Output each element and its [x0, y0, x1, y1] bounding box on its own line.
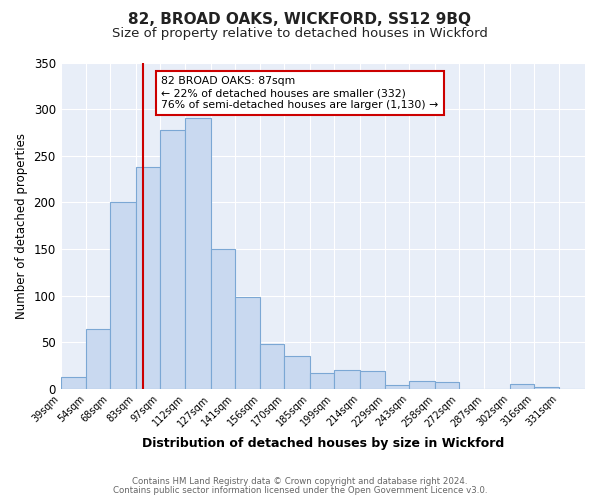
Bar [235, 298, 260, 389]
Bar [185, 118, 211, 389]
Bar [160, 130, 185, 389]
Text: 82, BROAD OAKS, WICKFORD, SS12 9BQ: 82, BROAD OAKS, WICKFORD, SS12 9BQ [128, 12, 472, 28]
Bar [310, 373, 334, 389]
Y-axis label: Number of detached properties: Number of detached properties [15, 132, 28, 318]
Bar [284, 356, 310, 389]
Text: Contains public sector information licensed under the Open Government Licence v3: Contains public sector information licen… [113, 486, 487, 495]
Bar [409, 382, 435, 389]
Bar [110, 202, 136, 389]
Bar [359, 371, 385, 389]
Text: Size of property relative to detached houses in Wickford: Size of property relative to detached ho… [112, 28, 488, 40]
X-axis label: Distribution of detached houses by size in Wickford: Distribution of detached houses by size … [142, 437, 504, 450]
Bar [86, 329, 110, 389]
Bar [385, 385, 409, 389]
Bar [334, 370, 359, 389]
Text: Contains HM Land Registry data © Crown copyright and database right 2024.: Contains HM Land Registry data © Crown c… [132, 477, 468, 486]
Bar [61, 376, 86, 389]
Bar [211, 249, 235, 389]
Bar [534, 387, 559, 389]
Bar [435, 382, 458, 389]
Text: 82 BROAD OAKS: 87sqm
← 22% of detached houses are smaller (332)
76% of semi-deta: 82 BROAD OAKS: 87sqm ← 22% of detached h… [161, 76, 439, 110]
Bar [260, 344, 284, 389]
Bar [136, 167, 160, 389]
Bar [510, 384, 534, 389]
